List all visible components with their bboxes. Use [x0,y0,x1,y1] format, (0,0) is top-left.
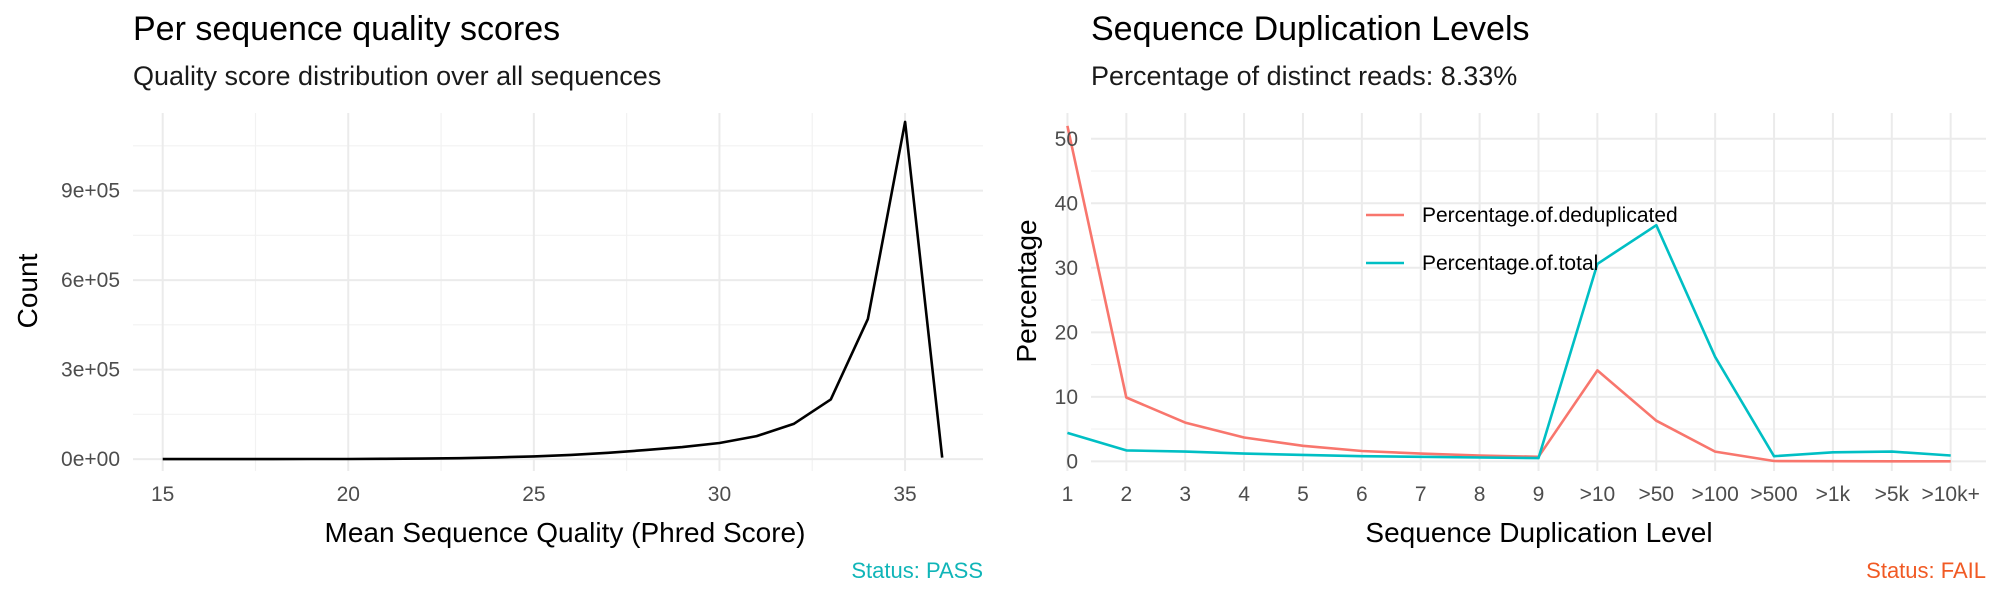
duplication-title: Sequence Duplication Levels [1091,10,1530,48]
series-line-total [1067,223,1951,460]
x-tick-label: 20 [337,483,360,506]
duplication-x-ticks: 1 2 3 4 5 6 7 8 9 >10 >50 >100 >500 >1k >5k >10k+ [1062,483,1980,506]
quality-status-badge: Status: PASS [851,558,983,583]
x-tick-label: 15 [151,483,174,506]
quality-panel: Per sequence quality scores Quality scor… [12,10,983,583]
quality-subtitle: Quality score distribution over all sequ… [133,61,661,91]
x-tick-label: 7 [1415,483,1427,506]
x-tick-label: 6 [1356,483,1368,506]
quality-x-ticks: 15 20 25 30 35 [151,483,917,506]
y-tick-label: 10 [1055,386,1078,409]
x-tick-label: >10k+ [1921,483,1979,506]
quality-title: Per sequence quality scores [133,10,560,48]
duplication-x-axis-title: Sequence Duplication Level [1365,517,1712,548]
y-tick-label: 0e+00 [61,448,120,471]
x-tick-label: 30 [708,483,731,506]
duplication-lines [1066,125,1951,463]
x-tick-label: 1 [1062,483,1074,506]
x-tick-label: 5 [1297,483,1309,506]
duplication-legend: Percentage.of.deduplicated Percentage.of.… [1366,204,1678,275]
x-tick-label: 25 [522,483,545,506]
y-tick-label: 9e+05 [61,180,120,203]
y-tick-label: 6e+05 [61,269,120,292]
duplication-y-ticks: 0 10 20 30 40 50 [1055,128,1078,474]
x-tick-label: 35 [893,483,916,506]
x-tick-label: >50 [1638,483,1674,506]
y-tick-label: 50 [1055,128,1078,151]
x-tick-label: 2 [1120,483,1132,506]
series-line-quality [162,120,944,461]
quality-y-axis-title: Count [12,253,43,328]
y-tick-label: 30 [1055,257,1078,280]
x-tick-label: 8 [1474,483,1486,506]
quality-x-axis-title: Mean Sequence Quality (Phred Score) [325,517,806,548]
y-tick-label: 3e+05 [61,359,120,382]
x-tick-label: 3 [1179,483,1191,506]
quality-lines [162,120,944,461]
duplication-y-axis-title: Percentage [1011,219,1042,362]
x-tick-label: >10 [1580,483,1616,506]
y-tick-label: 20 [1055,321,1078,344]
x-tick-label: 4 [1238,483,1250,506]
x-tick-label: 9 [1533,483,1545,506]
duplication-status-badge: Status: FAIL [1866,558,1986,583]
y-tick-label: 40 [1055,192,1078,215]
x-tick-label: >500 [1750,483,1797,506]
legend-entry: Percentage.of.total [1422,252,1598,275]
y-tick-label: 0 [1066,450,1078,473]
quality-grid [133,113,983,471]
quality-y-ticks: 0e+00 3e+05 6e+05 9e+05 [61,180,120,472]
x-tick-label: >1k [1816,483,1851,506]
x-tick-label: >5k [1875,483,1910,506]
duplication-subtitle: Percentage of distinct reads: 8.33% [1091,61,1517,91]
series-line-deduplicated [1066,125,1951,463]
legend-entry: Percentage.of.deduplicated [1422,204,1678,227]
x-tick-label: >100 [1691,483,1738,506]
duplication-grid [1066,113,1986,471]
duplication-panel: Sequence Duplication Levels Percentage o… [1011,10,1986,583]
